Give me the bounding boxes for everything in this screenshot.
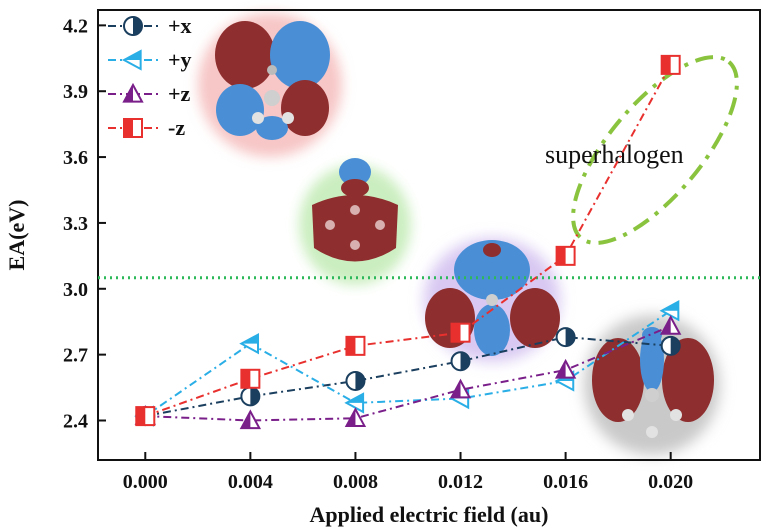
series-line xyxy=(145,325,672,422)
data-point xyxy=(555,245,576,266)
y-tick-label: 2.7 xyxy=(63,345,88,367)
legend-label: +x xyxy=(168,13,192,38)
data-point xyxy=(344,392,365,414)
legend-item: +x xyxy=(108,13,192,38)
x-tick-label: 0.020 xyxy=(648,471,693,493)
series--z xyxy=(135,54,681,427)
data-point xyxy=(240,386,261,407)
y-axis-label: EA(eV) xyxy=(4,200,29,271)
legend-marker xyxy=(123,16,143,36)
y-tick-label: 3.3 xyxy=(63,213,88,235)
legend-label: +z xyxy=(168,81,191,106)
y-tick-label: 3.0 xyxy=(63,279,88,301)
data-point xyxy=(554,358,577,379)
x-tick-label: 0.008 xyxy=(333,471,378,493)
series-line xyxy=(145,336,671,418)
data-point xyxy=(450,322,471,343)
x-axis-ticks: 0.000 0.004 0.008 0.012 0.016 0.020 xyxy=(123,452,693,493)
data-point xyxy=(449,378,472,399)
legend-item: -z xyxy=(108,115,185,140)
legend: +x +y +z -z xyxy=(108,13,192,140)
legend-marker xyxy=(122,82,144,103)
data-point xyxy=(660,314,682,335)
superhalogen-highlight-ellipse xyxy=(571,55,739,245)
y-tick-label: 4.2 xyxy=(63,15,88,37)
orbital-illustration-right xyxy=(584,315,720,455)
legend-label: -z xyxy=(168,115,185,140)
superhalogen-annotation: superhalogen xyxy=(545,140,684,169)
x-tick-label: 0.016 xyxy=(543,471,588,493)
data-point xyxy=(555,327,576,348)
orbital-illustration-lower xyxy=(424,238,560,362)
data-point xyxy=(239,332,260,355)
x-tick-label: 0.004 xyxy=(228,471,273,493)
y-axis-ticks: 2.4 2.7 3.0 3.3 3.6 3.9 4.2 xyxy=(63,15,106,432)
legend-item: +y xyxy=(108,47,192,72)
data-point xyxy=(239,409,262,430)
legend-marker xyxy=(123,118,143,138)
y-tick-label: 3.9 xyxy=(63,81,88,103)
data-point xyxy=(240,368,261,389)
data-point xyxy=(660,54,681,75)
y-tick-label: 3.6 xyxy=(63,147,88,169)
data-point xyxy=(450,351,471,372)
plot-frame xyxy=(97,9,761,461)
y-tick-label: 2.4 xyxy=(63,410,88,432)
series-line xyxy=(144,64,672,418)
series-line xyxy=(144,309,672,417)
series-layer xyxy=(134,54,682,430)
data-point xyxy=(660,335,681,356)
legend-item: +z xyxy=(108,81,191,106)
x-tick-label: 0.012 xyxy=(438,471,483,493)
orbital-illustration-top xyxy=(198,13,342,157)
x-axis-label: Applied electric field (au) xyxy=(310,502,549,527)
data-point xyxy=(345,370,366,391)
data-point xyxy=(345,335,366,356)
data-point xyxy=(659,300,680,322)
data-point xyxy=(135,406,156,427)
legend-marker xyxy=(121,49,142,71)
data-point xyxy=(344,407,367,427)
orbital-illustration-middle xyxy=(299,158,411,285)
legend-label: +y xyxy=(168,47,192,72)
x-tick-label: 0.000 xyxy=(123,471,168,493)
